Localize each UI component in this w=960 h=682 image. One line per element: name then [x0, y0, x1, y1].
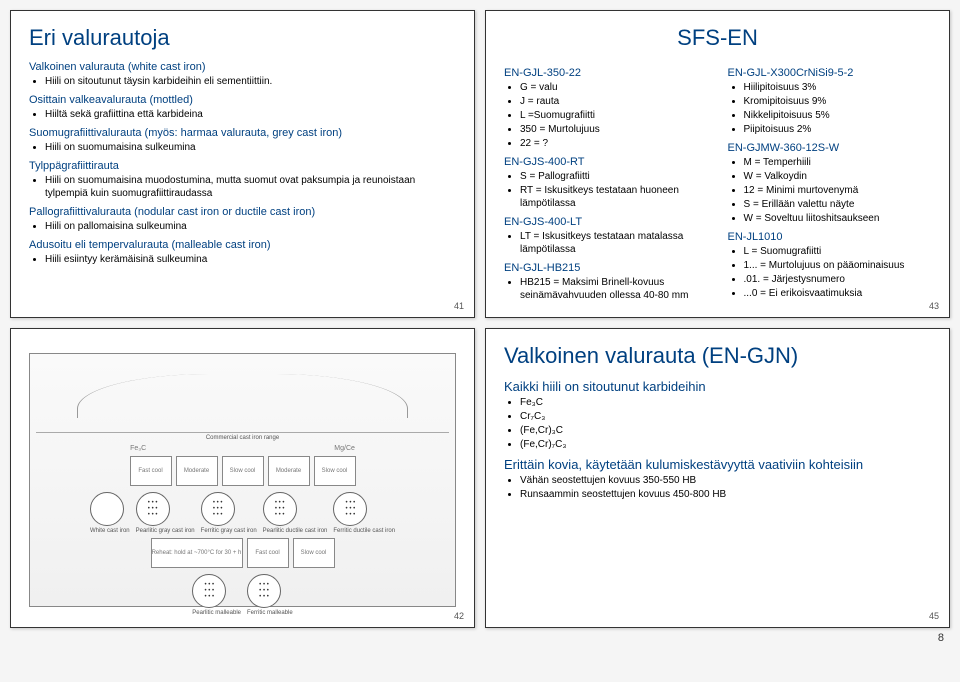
bullet: Piipitoisuus 2% [744, 123, 932, 136]
box-label: Fast cool [131, 468, 171, 474]
cool-box: Slow cool [293, 538, 335, 568]
bullet: HB215 = Maksimi Brinell-kovuus seinämäva… [520, 276, 708, 302]
page-number: 41 [454, 301, 464, 311]
circle-label: Pearlitic ductile cast iron [263, 528, 328, 534]
code-head: EN-GJMW-360-12S-W [728, 142, 932, 154]
code-head: EN-GJS-400-RT [504, 156, 708, 168]
bullet: Runsaammin seostettujen kovuus 450-800 H… [520, 488, 931, 501]
bullet: 22 = ? [520, 137, 708, 150]
left-column: EN-GJL-350-22 G = valu J = rauta L =Suom… [504, 61, 708, 303]
bullet: S = Pallografiitti [520, 170, 708, 183]
slide-title: SFS-EN [504, 25, 931, 51]
circle-label: Ferritic ductile cast iron [333, 528, 395, 534]
bullet: RT = Iskusitkeys testataan huoneen lämpö… [520, 184, 708, 210]
slide-grid: Eri valurautoja Valkoinen valurauta (whi… [10, 10, 950, 628]
right-column: EN-GJL-X300CrNiSi9-5-2 Hiilipitoisuus 3%… [728, 61, 932, 303]
section-head: Pallografiittivalurauta (nodular cast ir… [29, 206, 456, 218]
cool-box: Moderate [176, 456, 218, 486]
section-head: Erittäin kovia, käytetään kulumiskestävy… [504, 457, 931, 472]
circle-label: Pearlitic gray cast iron [136, 528, 195, 534]
code-head: EN-GJL-X300CrNiSi9-5-2 [728, 67, 932, 79]
bullet: (Fe,Cr)₃C [520, 424, 931, 437]
diagram-label: Mg/Ce [334, 445, 355, 452]
bullet: LT = Iskusitkeys testataan matalassa läm… [520, 230, 708, 256]
section-head: Valkoinen valurauta (white cast iron) [29, 61, 456, 73]
code-head: EN-GJS-400-LT [504, 216, 708, 228]
section-head: Osittain valkeavalurauta (mottled) [29, 94, 456, 106]
circle-label: Pearlitic malleable [192, 610, 241, 616]
box-label: Moderate [269, 468, 309, 474]
bullet: Hiili on pallomaisina sulkeumina [45, 220, 456, 233]
bullet: ...0 = Ei erikoisvaatimuksia [744, 287, 932, 300]
bullet: 350 = Murtolujuus [520, 123, 708, 136]
bullet: (Fe,Cr)₇C₃ [520, 438, 931, 451]
bullet: Hiilipitoisuus 3% [744, 81, 932, 94]
microstructure-circle: Ferritic gray cast iron [201, 492, 257, 534]
bullet: L =Suomugrafiitti [520, 109, 708, 122]
bullet: W = Valkoydin [744, 170, 932, 183]
cool-box: Fast cool [247, 538, 289, 568]
microstructure-circle: Pearlitic gray cast iron [136, 492, 195, 534]
diagram-label: Fe₃C [130, 445, 146, 452]
section-head: Suomugrafiittivalurauta (myös: harmaa va… [29, 127, 456, 139]
footer-page-number: 8 [10, 628, 950, 644]
bullet: Hiiltä sekä grafiittina että karbideina [45, 108, 456, 121]
reheat-box: Reheat: hold at ~700°C for 30 + h [151, 538, 243, 568]
box-label: Slow cool [294, 550, 334, 556]
bullet: S = Erillään valettu näyte [744, 198, 932, 211]
microstructure-circle: Ferritic malleable [247, 574, 293, 616]
code-head: EN-GJL-HB215 [504, 262, 708, 274]
section-head: Kaikki hiili on sitoutunut karbideihin [504, 379, 931, 394]
cool-box: Moderate [268, 456, 310, 486]
microstructure-circle: White cast iron [90, 492, 130, 534]
box-label: Slow cool [315, 468, 355, 474]
bullet: L = Suomugrafiitti [744, 245, 932, 258]
bullet: Hiili on sitoutunut täysin karbideihin e… [45, 75, 456, 88]
bullet: Hiili on suomumaisina muodostumina, mutt… [45, 174, 456, 200]
microstructure-circle: Ferritic ductile cast iron [333, 492, 395, 534]
box-label: Reheat: hold at ~700°C for 30 + h [152, 550, 242, 556]
diagram-label: Commercial cast iron range [36, 435, 449, 441]
code-head: EN-GJL-350-22 [504, 67, 708, 79]
cast-iron-diagram: Commercial cast iron range Fe₃C Mg/Ce Fa… [29, 353, 456, 607]
bullet: 12 = Minimi murtovenymä [744, 184, 932, 197]
page-number: 42 [454, 611, 464, 621]
section-head: Adusoitu eli tempervalurauta (malleable … [29, 239, 456, 251]
code-head: EN-JL1010 [728, 231, 932, 243]
bullet: W = Soveltuu liitoshitsaukseen [744, 212, 932, 225]
page-number: 43 [929, 301, 939, 311]
bullet: Vähän seostettujen kovuus 350-550 HB [520, 474, 931, 487]
slide-45: Valkoinen valurauta (EN-GJN) Kaikki hiil… [485, 328, 950, 628]
bullet: 1... = Murtolujuus on pääominaisuus [744, 259, 932, 272]
slide-42: Commercial cast iron range Fe₃C Mg/Ce Fa… [10, 328, 475, 628]
bullet: Hiili esiintyy kerämäisinä sulkeumina [45, 253, 456, 266]
microstructure-circle: Pearlitic ductile cast iron [263, 492, 328, 534]
box-label: Moderate [177, 468, 217, 474]
slide-title: Eri valurautoja [29, 25, 456, 51]
bullet: J = rauta [520, 95, 708, 108]
section-head: Tylppägrafiittirauta [29, 160, 456, 172]
circle-label: Ferritic malleable [247, 610, 293, 616]
slide-43: SFS-EN EN-GJL-350-22 G = valu J = rauta … [485, 10, 950, 318]
bullet: M = Temperhiili [744, 156, 932, 169]
bullet: Hiili on suomumaisina sulkeumina [45, 141, 456, 154]
circle-label: Ferritic gray cast iron [201, 528, 257, 534]
slide-title: Valkoinen valurauta (EN-GJN) [504, 343, 931, 369]
box-label: Fast cool [248, 550, 288, 556]
bullet: .01. = Järjestysnumero [744, 273, 932, 286]
cool-box: Fast cool [130, 456, 172, 486]
bullet: Kromipitoisuus 9% [744, 95, 932, 108]
slide-41: Eri valurautoja Valkoinen valurauta (whi… [10, 10, 475, 318]
cool-box: Slow cool [222, 456, 264, 486]
bullet: Fe₃C [520, 396, 931, 409]
page-number: 45 [929, 611, 939, 621]
bullet: Nikkelipitoisuus 5% [744, 109, 932, 122]
microstructure-circle: Pearlitic malleable [192, 574, 241, 616]
bullet: Cr₇C₃ [520, 410, 931, 423]
bullet: G = valu [520, 81, 708, 94]
box-label: Slow cool [223, 468, 263, 474]
cool-box: Slow cool [314, 456, 356, 486]
circle-label: White cast iron [90, 528, 130, 534]
